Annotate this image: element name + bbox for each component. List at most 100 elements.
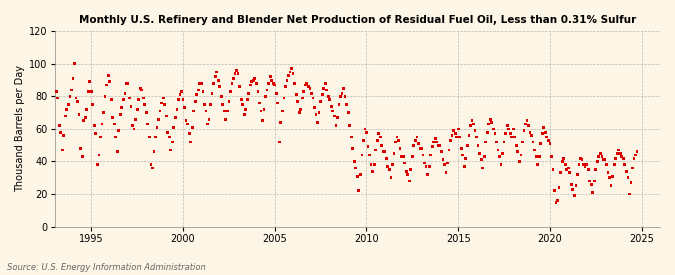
Point (390, 140, 401, 144)
Point (54, 123, 65, 128)
Point (88, 102, 99, 107)
Point (526, 133, 537, 138)
Point (205, 102, 216, 107)
Point (90, 132, 101, 136)
Point (84, 79, 95, 84)
Point (543, 138, 554, 142)
Point (329, 114, 340, 118)
Point (401, 169, 412, 174)
Point (495, 163, 506, 167)
Point (574, 163, 585, 167)
Point (240, 107, 251, 112)
Point (306, 91, 317, 95)
Point (163, 130, 173, 134)
Point (277, 109, 288, 113)
Point (472, 143, 483, 147)
Point (344, 123, 355, 128)
Point (140, 102, 151, 107)
Point (95, 135, 106, 139)
Point (462, 143, 472, 147)
Point (610, 156, 621, 160)
Point (265, 75, 275, 79)
Point (601, 163, 612, 167)
Point (71, 96, 82, 100)
Point (332, 115, 343, 120)
Point (612, 151, 622, 156)
Point (274, 140, 285, 144)
Point (358, 138, 369, 142)
Point (126, 104, 136, 108)
Point (379, 150, 390, 154)
Point (423, 172, 433, 177)
Point (516, 153, 526, 157)
Point (83, 89, 94, 94)
Point (557, 159, 568, 164)
Point (55, 130, 66, 134)
Point (471, 135, 482, 139)
Point (112, 150, 123, 154)
Point (193, 88, 204, 92)
Point (581, 163, 592, 167)
Point (447, 133, 458, 138)
Point (190, 99, 200, 103)
Point (366, 163, 377, 167)
Point (217, 102, 228, 107)
Point (551, 200, 562, 204)
Point (285, 70, 296, 74)
Point (375, 135, 385, 139)
Point (387, 163, 398, 167)
Point (94, 153, 105, 157)
Point (524, 130, 535, 134)
Point (280, 84, 291, 89)
Point (616, 154, 627, 159)
Point (231, 68, 242, 73)
Point (413, 141, 424, 146)
Point (327, 109, 338, 113)
Point (367, 169, 378, 174)
Point (80, 115, 90, 120)
Point (529, 148, 540, 152)
Point (340, 94, 350, 99)
Point (450, 132, 460, 136)
Point (204, 117, 215, 121)
Point (393, 138, 404, 142)
Point (237, 102, 248, 107)
Point (410, 138, 421, 142)
Point (576, 158, 587, 162)
Point (412, 135, 423, 139)
Point (275, 120, 286, 125)
Point (535, 141, 546, 146)
Point (466, 119, 477, 123)
Point (546, 154, 557, 159)
Point (314, 111, 325, 115)
Point (377, 143, 387, 147)
Point (587, 190, 598, 195)
Point (373, 132, 384, 136)
Point (586, 182, 597, 186)
Point (161, 114, 171, 118)
Point (350, 166, 361, 170)
Point (129, 127, 140, 131)
Point (520, 122, 531, 126)
Point (63, 102, 74, 107)
Point (608, 174, 618, 178)
Point (153, 117, 164, 121)
Point (200, 109, 211, 113)
Point (468, 122, 479, 126)
Point (251, 81, 262, 86)
Point (92, 163, 103, 167)
Point (400, 161, 410, 165)
Point (208, 81, 219, 86)
Point (98, 111, 109, 115)
Point (65, 94, 76, 99)
Point (506, 135, 517, 139)
Point (454, 135, 465, 139)
Point (269, 83, 280, 87)
Point (485, 117, 495, 121)
Point (622, 175, 633, 180)
Point (242, 97, 252, 102)
Point (234, 84, 245, 89)
Point (566, 182, 576, 186)
Point (86, 89, 97, 94)
Point (178, 97, 188, 102)
